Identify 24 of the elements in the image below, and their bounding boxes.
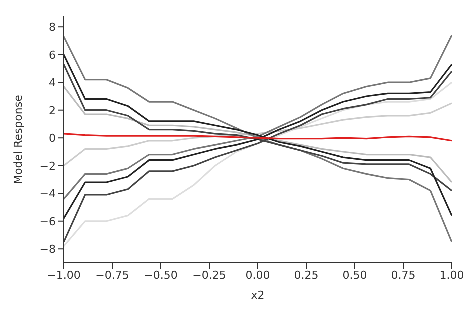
y-tick-label: −4 [40,188,56,201]
x-tick-label: 0.25 [294,268,319,282]
x-tick-label: 1.00 [440,268,464,282]
x-axis-title: x2 [251,289,265,302]
y-tick-label: 0 [49,132,56,146]
x-tick-label: −0.75 [96,268,130,282]
line-series [64,102,452,167]
y-tick-label: 8 [49,21,56,34]
y-axis-title: Model Response [12,94,25,184]
x-tick-label: 0.75 [391,268,416,282]
y-tick-label: −2 [40,160,56,173]
line-series [64,36,452,243]
y-tick-label: 2 [49,104,56,118]
y-tick-label: −6 [40,215,56,228]
x-tick-label: 0.00 [246,268,270,282]
line-series [64,86,452,184]
y-tick-label: −8 [40,243,56,256]
x-tick-label: 0.50 [342,268,368,282]
x-tick-label: −0.25 [192,268,226,282]
y-tick-label: 6 [49,48,56,62]
x-tick-label: −0.50 [144,268,178,282]
line-series [64,133,452,142]
y-tick-label: 4 [49,76,56,90]
x-tick-label: −1.00 [47,268,81,282]
